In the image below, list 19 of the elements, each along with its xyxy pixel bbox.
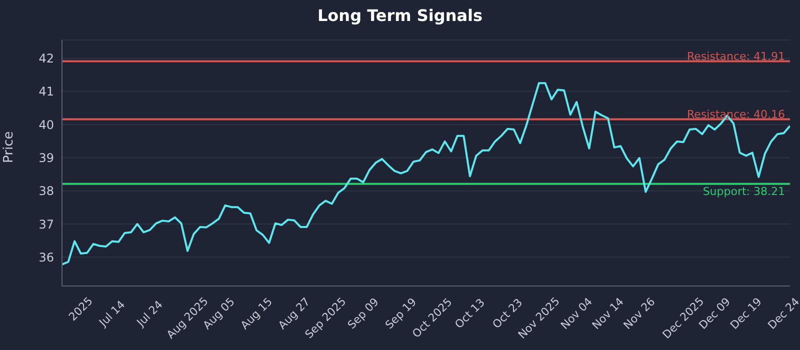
x-tick-label: Dec 24 <box>765 295 800 332</box>
x-tick-label: Oct 13 <box>452 296 488 332</box>
y-tick-label: 42 <box>38 51 54 66</box>
x-tick-label: Jul 24 <box>134 298 166 330</box>
x-tick-label: Jul 14 <box>96 298 128 330</box>
y-tick-label: 40 <box>38 118 54 132</box>
x-tick-label: Dec 19 <box>728 295 764 332</box>
y-tick-label: 38 <box>38 184 54 198</box>
y-axis-title: Price <box>2 131 17 163</box>
y-tick-label: 39 <box>38 150 54 165</box>
ref-line-label: Resistance: 41.91 <box>687 50 785 64</box>
ref-line-label: Resistance: 40.16 <box>687 108 785 122</box>
x-tick-label: Sep 09 <box>345 295 382 332</box>
chart-title: Long Term Signals <box>316 6 484 25</box>
ref-line-label: Support: 38.21 <box>702 184 785 198</box>
y-tick-label: 36 <box>38 250 54 264</box>
line-series <box>62 82 790 266</box>
y-tick-label: 41 <box>38 84 54 99</box>
y-tick-label: 37 <box>38 217 54 232</box>
